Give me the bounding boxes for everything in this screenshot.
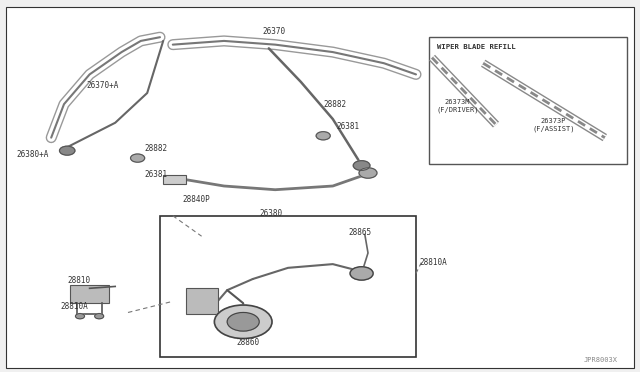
Text: 28882: 28882 bbox=[323, 100, 346, 109]
Circle shape bbox=[60, 146, 75, 155]
Text: 26380+A: 26380+A bbox=[16, 150, 49, 159]
Text: 28810A: 28810A bbox=[61, 302, 88, 311]
Bar bbox=[160, 216, 416, 357]
Text: 28882: 28882 bbox=[144, 144, 167, 153]
Text: 28860: 28860 bbox=[237, 339, 260, 347]
Bar bbox=[186, 288, 218, 314]
Circle shape bbox=[359, 168, 377, 178]
Circle shape bbox=[95, 314, 104, 319]
Text: 26373P
(F/ASSIST): 26373P (F/ASSIST) bbox=[532, 118, 575, 132]
Text: JPR8003X: JPR8003X bbox=[584, 357, 618, 363]
Circle shape bbox=[350, 267, 373, 280]
Text: 28810A: 28810A bbox=[419, 258, 447, 267]
Bar bbox=[163, 175, 186, 184]
Circle shape bbox=[227, 312, 259, 331]
Text: 26381: 26381 bbox=[336, 122, 359, 131]
Text: 28840P: 28840P bbox=[182, 195, 210, 203]
Text: WIPER BLADE REFILL: WIPER BLADE REFILL bbox=[437, 44, 516, 49]
Text: 26373M
(F/DRIVER): 26373M (F/DRIVER) bbox=[436, 99, 479, 113]
Bar bbox=[70, 285, 109, 303]
Circle shape bbox=[76, 314, 84, 319]
Circle shape bbox=[214, 305, 272, 339]
Bar bbox=[429, 37, 627, 164]
Circle shape bbox=[353, 161, 370, 170]
Circle shape bbox=[316, 132, 330, 140]
Text: 26381: 26381 bbox=[144, 170, 167, 179]
Text: 28865: 28865 bbox=[349, 228, 372, 237]
Text: 26370+A: 26370+A bbox=[86, 81, 119, 90]
Text: 28810: 28810 bbox=[67, 276, 90, 285]
Text: 26380: 26380 bbox=[259, 209, 282, 218]
Circle shape bbox=[131, 154, 145, 162]
Text: 26370: 26370 bbox=[262, 27, 285, 36]
